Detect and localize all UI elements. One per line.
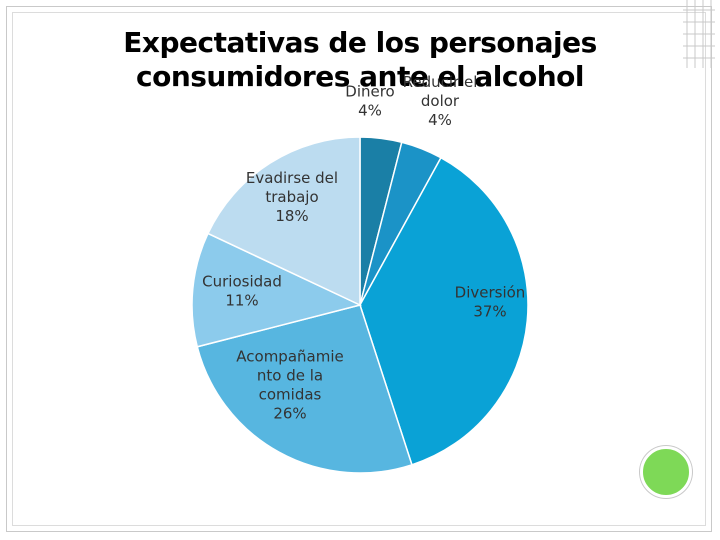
slice-label-1-line-2: 4% — [358, 102, 382, 120]
slide-frame-inner — [12, 12, 706, 526]
pie-labels: Dinero 4%Reducir el dolor 4%Diversión 37%Aco… — [202, 73, 525, 423]
slide-frame-outer — [6, 6, 712, 532]
slice-label-4-line-2: nto de la — [257, 367, 323, 385]
pie-slice-6 — [206, 136, 361, 307]
slice-label-4: Acompañamie nto de la comidas 26% — [236, 348, 343, 423]
chart-title-line-2: consumidores ante el alcohol — [135, 60, 585, 93]
slice-label-3-line-1: Diversión — [455, 284, 526, 302]
slice-label-4-line-1: Acompañamie — [236, 348, 343, 366]
slice-label-2-line-1: Reducir el — [403, 73, 478, 91]
pie-slice-3 — [359, 156, 529, 466]
slice-label-6-line-2: trabajo — [265, 188, 318, 206]
slice-label-1-line-1: Dinero — [345, 83, 394, 101]
pie-slice-5 — [191, 232, 363, 348]
slice-label-6-line-3: 18% — [275, 207, 308, 225]
decorative-grid — [683, 0, 715, 68]
slice-label-5-line-1: Curiosidad — [202, 273, 282, 291]
slice-label-3-line-2: 37% — [473, 303, 506, 321]
decorative-green-circle — [640, 446, 692, 498]
slice-label-6: Evadirse del trabajo 18% — [246, 169, 338, 225]
slice-label-2-line-2: dolor — [421, 92, 460, 110]
pie-slice-4 — [196, 304, 413, 474]
chart-title: Expectativas de los personajes consumido… — [100, 26, 620, 94]
pie-slices — [191, 136, 529, 474]
slice-label-5-line-2: 11% — [225, 292, 258, 310]
slice-label-1: Dinero 4% — [345, 83, 394, 120]
slice-label-5: Curiosidad 11% — [202, 273, 282, 310]
chart-title-line-1: Expectativas de los personajes — [123, 26, 597, 59]
slice-label-2-line-3: 4% — [428, 111, 452, 129]
slice-label-4-line-3: comidas — [259, 386, 322, 404]
slice-label-2: Reducir el dolor 4% — [403, 73, 478, 129]
slice-label-6-line-1: Evadirse del — [246, 169, 338, 187]
slice-label-3: Diversión 37% — [455, 284, 526, 321]
slice-label-4-line-4: 26% — [273, 405, 306, 423]
